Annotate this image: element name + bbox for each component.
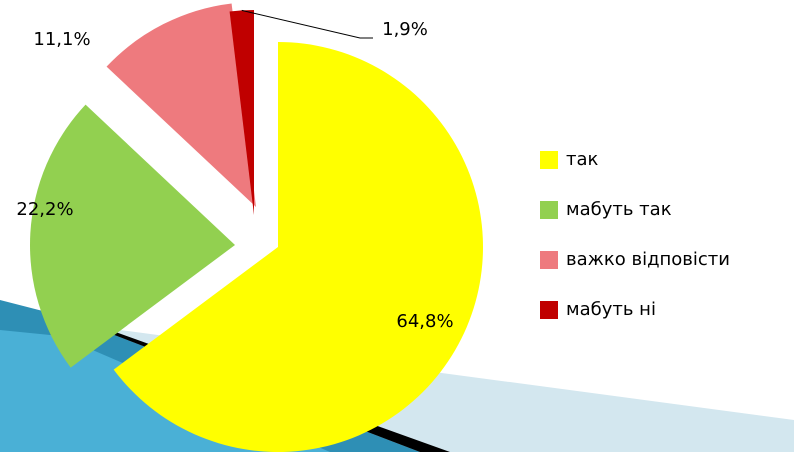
data-label: 64,8% <box>396 311 453 332</box>
data-label: 11,1% <box>33 29 90 50</box>
legend-swatch <box>540 151 558 169</box>
pie-slice <box>229 10 254 215</box>
legend-label: мабуть так <box>566 199 672 220</box>
leader-line <box>241 9 373 39</box>
data-label: 22,2% <box>16 199 73 220</box>
pie-slice <box>30 104 235 368</box>
legend-label: мабуть ні <box>566 299 656 320</box>
legend-swatch <box>540 301 558 319</box>
legend-swatch <box>540 251 558 269</box>
legend-swatch <box>540 201 558 219</box>
data-label: 1,9% <box>382 19 428 40</box>
legend-label: важко відповісти <box>566 249 730 270</box>
pie-slice <box>113 42 483 452</box>
legend-label: так <box>566 149 599 170</box>
pie-slice <box>106 3 256 208</box>
